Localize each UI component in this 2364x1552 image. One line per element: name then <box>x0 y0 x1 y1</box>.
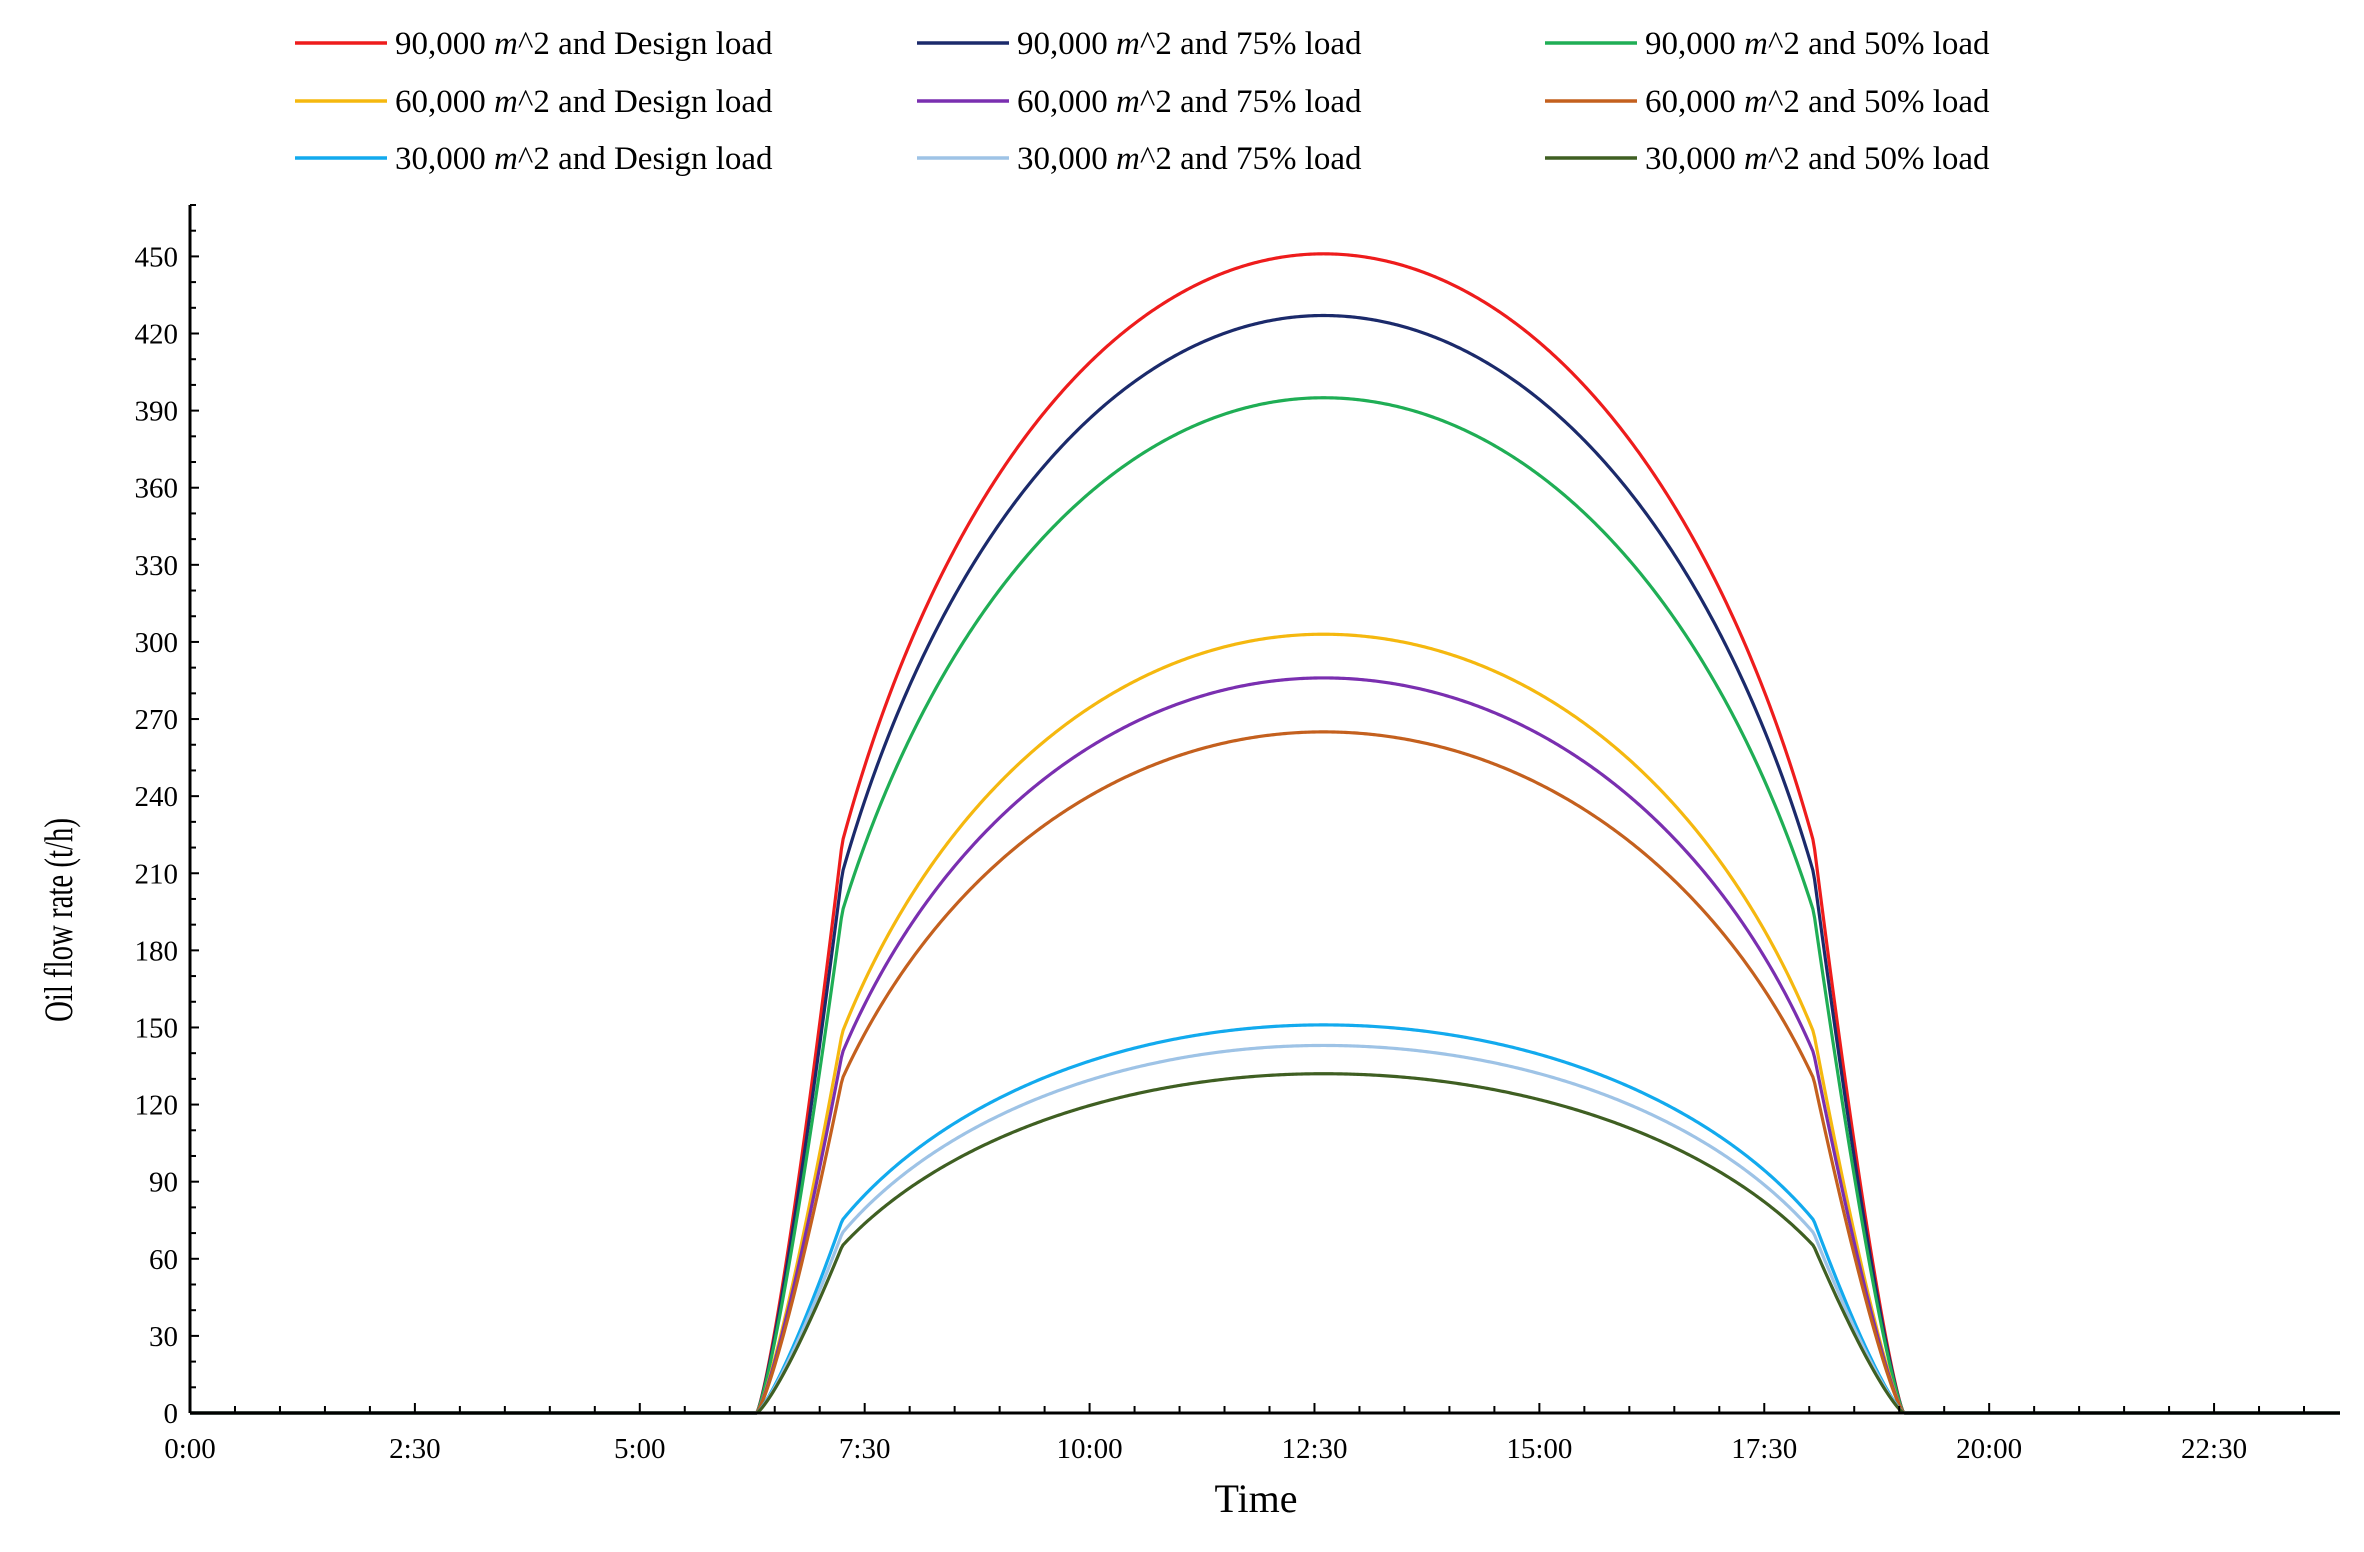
legend-label: 30,000 m^2 and Design load <box>395 141 773 177</box>
series-line-4 <box>190 632 2340 1415</box>
y-tick-label: 420 <box>135 319 179 351</box>
legend-item-7: 30,000 m^2 and Design load <box>295 141 773 177</box>
series-line-5 <box>190 676 2340 1415</box>
series-line-8 <box>190 1043 2340 1415</box>
legend-item-3: 90,000 m^2 and 50% load <box>1545 26 1990 62</box>
series-line-6 <box>190 730 2340 1415</box>
legend-item-4: 60,000 m^2 and Design load <box>295 84 773 120</box>
y-tick-label: 330 <box>135 550 179 582</box>
legend-label: 90,000 m^2 and 50% load <box>1645 26 1990 62</box>
y-tick-label: 360 <box>135 473 179 505</box>
y-tick-label: 180 <box>135 935 179 967</box>
series-line-9 <box>190 1072 2340 1415</box>
x-axis-title: Time <box>1214 1476 1297 1521</box>
x-tick-label: 7:30 <box>839 1433 891 1465</box>
legend-label: 90,000 m^2 and Design load <box>395 26 773 62</box>
y-tick-label: 450 <box>135 241 179 273</box>
x-tick-label: 2:30 <box>389 1433 441 1465</box>
series-line-7 <box>190 1023 2340 1415</box>
legend-label: 30,000 m^2 and 75% load <box>1017 141 1362 177</box>
series-layer <box>190 252 2340 1415</box>
x-tick-label: 5:00 <box>614 1433 666 1465</box>
y-tick-label: 0 <box>164 1398 179 1430</box>
axes: 0 30 60 90 120 150 180 210 240 270 300 330 360 390 420… <box>135 204 2340 1465</box>
legend-item-8: 30,000 m^2 and 75% load <box>917 141 1362 177</box>
legend-item-2: 90,000 m^2 and 75% load <box>917 26 1362 62</box>
y-tick-label: 60 <box>149 1244 178 1276</box>
series-line-1 <box>190 252 2340 1415</box>
legend-item-9: 30,000 m^2 and 50% load <box>1545 141 1990 177</box>
y-tick-label: 30 <box>149 1321 178 1353</box>
y-axis-title: Oil flow rate (t/h) <box>36 818 81 1022</box>
legend-label: 60,000 m^2 and Design load <box>395 84 773 120</box>
x-tick-label: 17:30 <box>1731 1433 1797 1465</box>
legend-label: 90,000 m^2 and 75% load <box>1017 26 1362 62</box>
x-tick-label: 12:30 <box>1281 1433 1347 1465</box>
y-tick-label: 120 <box>135 1090 179 1122</box>
y-tick-label: 150 <box>135 1012 179 1044</box>
legend-label: 60,000 m^2 and 50% load <box>1645 84 1990 120</box>
x-tick-label: 22:30 <box>2181 1433 2247 1465</box>
legend-item-1: 90,000 m^2 and Design load <box>295 26 773 62</box>
series-line-2 <box>190 313 2340 1415</box>
series-line-3 <box>190 396 2340 1415</box>
legend-item-6: 60,000 m^2 and 50% load <box>1545 84 1990 120</box>
y-tick-label: 240 <box>135 781 179 813</box>
y-tick-label: 270 <box>135 704 179 736</box>
y-tick-label: 300 <box>135 627 179 659</box>
x-tick-label: 15:00 <box>1506 1433 1572 1465</box>
y-tick-label: 90 <box>149 1167 178 1199</box>
x-tick-label: 20:00 <box>1956 1433 2022 1465</box>
y-tick-label: 390 <box>135 396 179 428</box>
y-tick-label: 210 <box>135 858 179 890</box>
legend: 90,000 m^2 and Design load 90,000 m^2 and… <box>295 26 1990 177</box>
legend-label: 30,000 m^2 and 50% load <box>1645 141 1990 177</box>
legend-item-5: 60,000 m^2 and 75% load <box>917 84 1362 120</box>
x-tick-label: 10:00 <box>1057 1433 1123 1465</box>
x-tick-label: 0:00 <box>164 1433 216 1465</box>
legend-label: 60,000 m^2 and 75% load <box>1017 84 1362 120</box>
